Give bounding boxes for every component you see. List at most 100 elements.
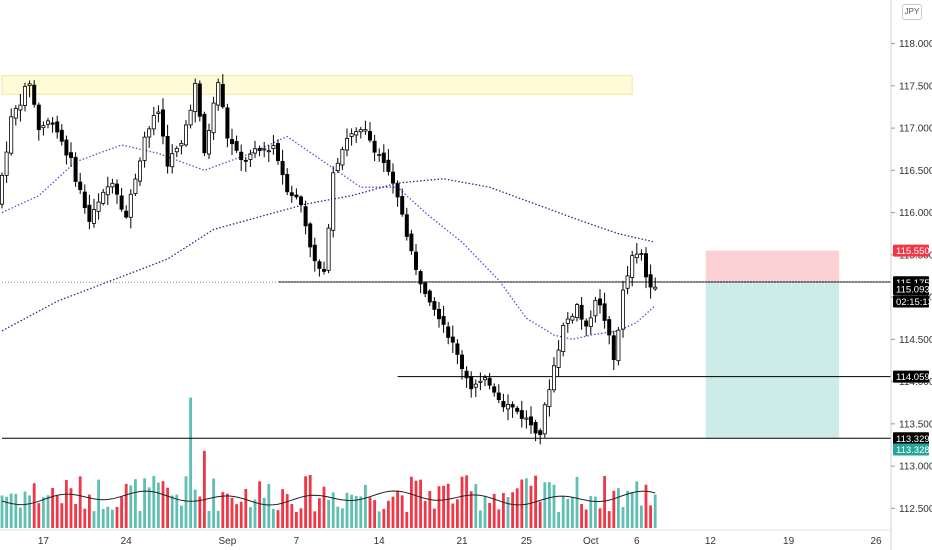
volume-bar	[635, 481, 639, 528]
volume-bar	[640, 505, 643, 528]
candle-body	[363, 129, 368, 132]
price-tick-label: 114.500	[899, 335, 932, 346]
candle-body	[239, 151, 244, 161]
candle-body	[616, 329, 621, 362]
candle-body	[303, 206, 308, 227]
price-tag-label: 113.328	[896, 445, 930, 456]
candle-body	[634, 253, 639, 259]
candle-body	[482, 377, 487, 381]
volume-bar	[78, 476, 82, 528]
candle-body	[275, 143, 280, 162]
zone-resistance	[1, 75, 633, 95]
candle-body	[4, 151, 9, 176]
volume-bar	[253, 499, 257, 528]
candle-body	[464, 370, 469, 379]
candle-body	[377, 154, 382, 156]
volume-bar	[65, 480, 68, 528]
volume-bar	[603, 476, 606, 528]
volume-bar	[594, 496, 597, 528]
volume-bar	[612, 490, 616, 528]
candle-body	[492, 386, 497, 393]
volume-bar	[598, 508, 602, 528]
price-tag-bg	[893, 295, 929, 308]
candle-body	[110, 182, 115, 188]
price-tick-label: 116.500	[899, 166, 932, 177]
volume-bar	[129, 485, 133, 528]
candle-body	[280, 160, 285, 176]
volume-bar	[465, 475, 468, 528]
candle-body	[446, 326, 451, 338]
volume-bar	[97, 479, 100, 528]
volume-bar	[37, 503, 41, 528]
moving-averages	[1, 135, 656, 340]
volume-bar	[203, 450, 206, 528]
candle-body	[96, 201, 101, 212]
volume-bar	[552, 484, 556, 528]
volume-bar	[433, 508, 436, 528]
time-tick-label: 7	[294, 536, 300, 547]
price-tick-label: 117.000	[899, 124, 932, 135]
volume-bar	[230, 497, 234, 528]
volume-bar	[419, 479, 422, 528]
candle-body	[128, 193, 133, 218]
candle-body	[427, 290, 432, 303]
volume-bar	[184, 476, 188, 528]
candle-body	[18, 104, 23, 111]
volume-bar	[88, 494, 91, 528]
candle-body	[115, 183, 120, 195]
volume-bar	[124, 483, 128, 528]
candle-body	[510, 404, 515, 408]
volume-bar	[138, 510, 142, 528]
candle-body	[87, 204, 92, 222]
candle-body	[547, 389, 552, 408]
volume-bar	[0, 495, 4, 528]
volume-bar	[216, 510, 220, 528]
volume-bar	[207, 511, 211, 528]
candle-body	[216, 82, 221, 106]
zone-target	[705, 282, 840, 439]
candle-body	[170, 153, 175, 168]
candle-body	[358, 129, 363, 133]
currency-badge[interactable]: JPY	[902, 4, 922, 20]
volume-bar	[653, 494, 657, 528]
candle-body	[225, 107, 230, 139]
volume-bar	[101, 508, 105, 528]
candle-body	[561, 325, 566, 352]
price-tick-label: 113.000	[899, 462, 932, 473]
volume-bar	[161, 481, 165, 528]
candle-body	[137, 160, 142, 182]
price-tag-bg	[893, 370, 929, 383]
volume-bar	[341, 508, 344, 528]
price-tick-label: 117.500	[899, 81, 932, 92]
candle-body	[50, 122, 55, 125]
candle-body	[533, 422, 538, 434]
candle-body	[644, 253, 649, 278]
volume-bar	[451, 503, 455, 528]
volume-bar	[212, 478, 215, 528]
volume-bar	[387, 500, 390, 528]
volume-bar	[405, 511, 409, 528]
volume-bar	[111, 509, 114, 528]
candle-body	[312, 244, 317, 262]
time-axis[interactable]: 17 24 Sep 7 14 21 25 Oct 6 12 19 26	[38, 536, 882, 547]
candle-body	[69, 152, 74, 158]
price-tag-label: 115.093	[896, 285, 930, 296]
volume-bar	[561, 496, 565, 528]
volume-bar	[198, 496, 202, 528]
candle-body	[593, 300, 598, 317]
horizontal-lines[interactable]	[2, 281, 891, 439]
volume-bar	[322, 486, 326, 528]
candle-body	[142, 136, 147, 161]
candle-body	[455, 343, 460, 355]
volume-bar	[414, 480, 418, 528]
volume-bar	[345, 492, 349, 528]
candle-body	[64, 139, 69, 156]
volume-bar	[115, 506, 119, 528]
candle-body	[326, 227, 331, 271]
volume-bar	[336, 506, 340, 528]
candle-body	[298, 196, 303, 205]
candle-body	[193, 82, 198, 113]
volume-bar	[543, 482, 547, 528]
volume-bar	[626, 490, 629, 528]
